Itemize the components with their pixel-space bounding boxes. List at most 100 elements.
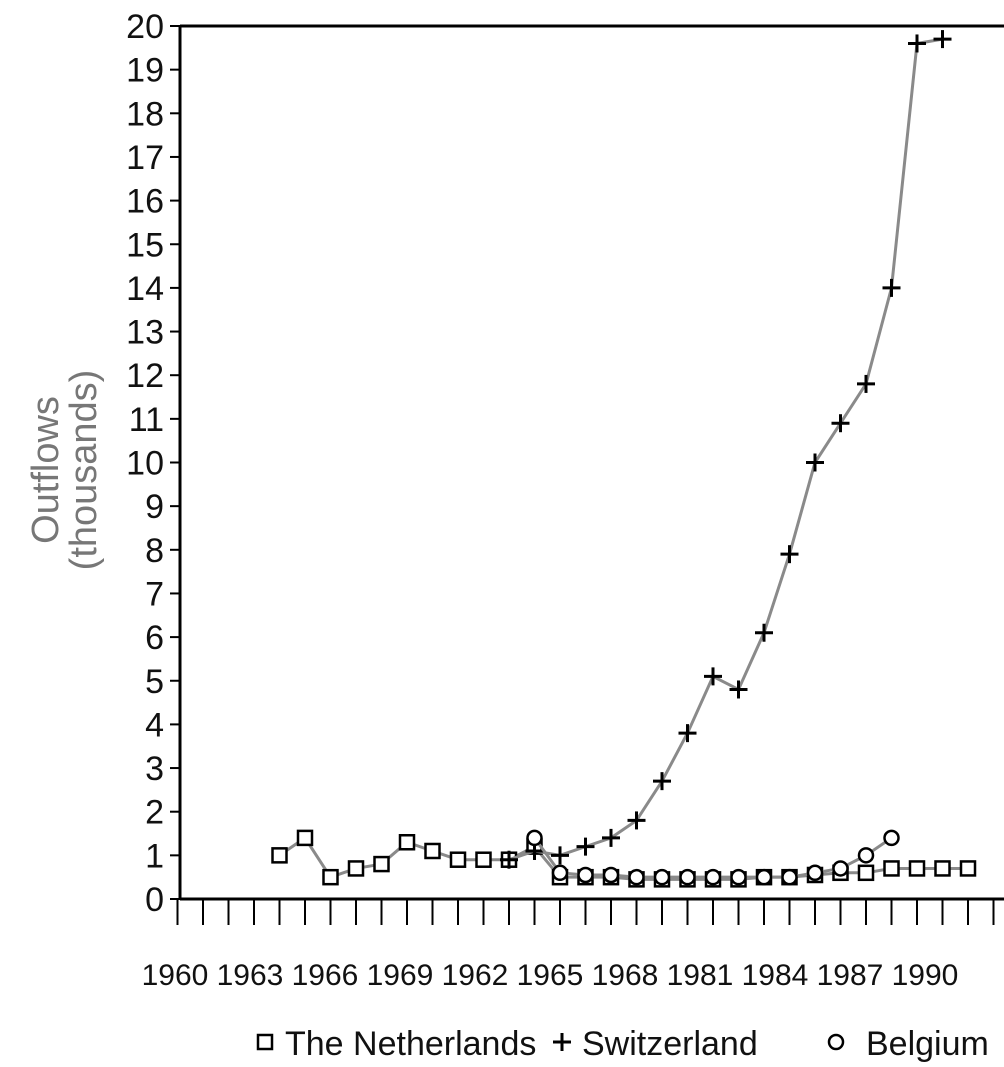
data-point-switzerland [857, 374, 875, 393]
data-point-switzerland [806, 453, 824, 472]
y-axis-title-line1: Outflows [25, 396, 67, 544]
legend-item: The Netherlands [256, 1025, 536, 1063]
y-tick-label: 2 [145, 794, 164, 832]
data-point-the-netherlands [475, 851, 492, 868]
x-tick-label: 1963 [217, 959, 284, 992]
x-axis-ticks: 1960 1963 1966 1969 1962 1965 1968 1981 1984 1987… [142, 899, 995, 992]
series-switzerland [500, 30, 952, 869]
data-point-switzerland [755, 623, 773, 642]
data-point-switzerland [831, 414, 850, 433]
data-point-switzerland [908, 34, 926, 53]
data-point-belgium [857, 847, 875, 864]
x-tick-label: 1990 [892, 959, 959, 992]
y-tick-label: 19 [126, 52, 164, 90]
data-point-switzerland [576, 837, 595, 856]
data-point-switzerland [780, 545, 799, 564]
y-tick-label: 7 [145, 575, 164, 613]
legend-label: The Netherlands [285, 1025, 536, 1063]
x-tick-label: 1960 [142, 959, 209, 992]
data-point-belgium [577, 866, 594, 884]
data-point-the-netherlands [296, 829, 314, 847]
y-tick-label: 4 [145, 706, 164, 744]
data-point-switzerland [602, 828, 620, 847]
axes [178, 24, 1004, 901]
legend-item: Switzerland [553, 1025, 758, 1063]
data-point-the-netherlands [908, 860, 926, 877]
x-tick-label: 1968 [592, 959, 659, 992]
y-tick-label: 8 [145, 532, 164, 570]
legend-item: Belgium [827, 1025, 989, 1063]
y-tick-label: 0 [145, 881, 164, 919]
data-point-switzerland [678, 724, 697, 743]
data-point-switzerland [500, 850, 518, 869]
x-tick-label: 1962 [442, 959, 509, 992]
series-line-switzerland [508, 37, 943, 862]
data-point-belgium [730, 868, 747, 886]
data-point-belgium [653, 868, 671, 886]
x-tick-label: 1965 [517, 959, 584, 992]
data-point-switzerland [653, 772, 671, 791]
data-point-the-netherlands [959, 860, 977, 877]
data-point-switzerland [704, 667, 722, 686]
data-point-the-netherlands [373, 855, 390, 873]
data-point-the-netherlands [271, 847, 288, 864]
y-tick-label: 1 [145, 837, 164, 875]
data-point-the-netherlands [857, 864, 875, 882]
legend: The Netherlands Switzerland Belgium [256, 1025, 989, 1063]
data-point-switzerland [627, 811, 646, 830]
plus-marker-icon [553, 1033, 571, 1051]
data-point-belgium [628, 868, 645, 886]
data-point-the-netherlands [883, 860, 900, 877]
y-tick-label: 15 [126, 226, 164, 264]
data-point-the-netherlands [424, 842, 441, 860]
data-point-switzerland [551, 846, 569, 865]
y-tick-label: 16 [126, 183, 164, 221]
y-tick-label: 12 [126, 357, 164, 395]
series-layer [271, 30, 977, 888]
data-point-belgium [883, 829, 900, 847]
y-tick-label: 20 [126, 8, 164, 46]
legend-label: Belgium [866, 1025, 989, 1063]
data-point-belgium [526, 829, 543, 847]
data-point-belgium [679, 868, 696, 886]
legend-label: Switzerland [582, 1025, 758, 1063]
y-tick-label: 17 [126, 139, 164, 177]
x-tick-label: 1981 [667, 959, 734, 992]
data-point-belgium [755, 868, 773, 886]
data-point-the-netherlands [347, 860, 365, 877]
series-line-the-netherlands [278, 835, 968, 881]
y-tick-label: 13 [126, 314, 164, 352]
y-tick-label: 18 [126, 95, 164, 133]
data-point-belgium [781, 868, 798, 886]
y-tick-label: 10 [126, 445, 164, 483]
y-axis-title-line2: (thousands) [63, 370, 105, 571]
circle-marker-icon [827, 1033, 845, 1051]
y-tick-label: 14 [126, 270, 164, 308]
square-marker-icon [256, 1033, 274, 1051]
y-tick-label: 6 [145, 619, 164, 657]
data-point-belgium [704, 868, 722, 886]
data-point-the-netherlands [322, 868, 339, 886]
y-tick-label: 3 [145, 750, 164, 788]
series-belgium [526, 829, 900, 886]
x-tick-label: 1966 [292, 959, 359, 992]
y-tick-label: 11 [129, 401, 164, 439]
data-point-belgium [832, 860, 849, 877]
y-axis-title: Outflows (thousands) [25, 370, 105, 571]
data-point-the-netherlands [934, 860, 951, 877]
x-tick-label: 1969 [367, 959, 434, 992]
data-point-switzerland [933, 30, 952, 49]
x-tick-label: 1984 [742, 959, 809, 992]
y-tick-label: 9 [145, 488, 164, 526]
data-point-switzerland [729, 680, 748, 699]
data-point-the-netherlands [449, 851, 467, 868]
data-point-switzerland [882, 278, 901, 297]
data-point-belgium [602, 866, 620, 884]
x-tick-label: 1987 [817, 959, 884, 992]
data-point-belgium [551, 864, 569, 882]
data-point-the-netherlands [398, 834, 416, 851]
data-point-belgium [806, 864, 824, 882]
y-tick-label: 5 [145, 663, 164, 701]
